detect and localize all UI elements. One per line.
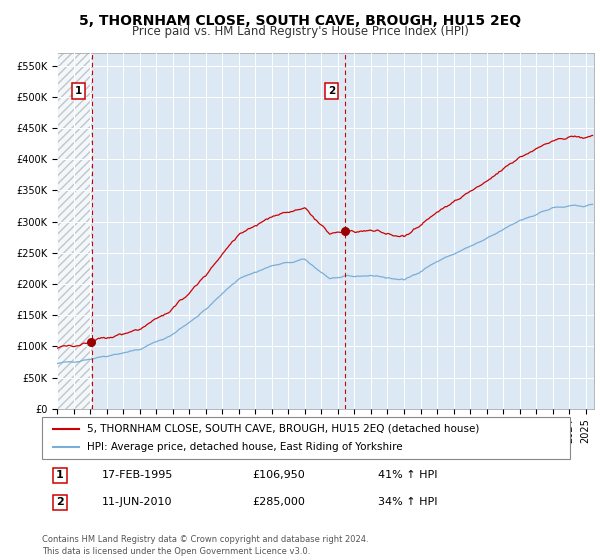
Text: 1: 1	[56, 470, 64, 480]
Text: 5, THORNHAM CLOSE, SOUTH CAVE, BROUGH, HU15 2EQ: 5, THORNHAM CLOSE, SOUTH CAVE, BROUGH, H…	[79, 14, 521, 28]
Text: HPI: Average price, detached house, East Riding of Yorkshire: HPI: Average price, detached house, East…	[87, 442, 403, 452]
Text: Price paid vs. HM Land Registry's House Price Index (HPI): Price paid vs. HM Land Registry's House …	[131, 25, 469, 38]
Text: £285,000: £285,000	[252, 497, 305, 507]
Text: 2: 2	[328, 86, 335, 96]
Text: £106,950: £106,950	[252, 470, 305, 480]
Text: 34% ↑ HPI: 34% ↑ HPI	[378, 497, 437, 507]
Text: 11-JUN-2010: 11-JUN-2010	[102, 497, 173, 507]
Text: 2: 2	[56, 497, 64, 507]
FancyBboxPatch shape	[42, 417, 570, 459]
Text: 1: 1	[75, 86, 82, 96]
Text: 5, THORNHAM CLOSE, SOUTH CAVE, BROUGH, HU15 2EQ (detached house): 5, THORNHAM CLOSE, SOUTH CAVE, BROUGH, H…	[87, 424, 479, 434]
Text: 41% ↑ HPI: 41% ↑ HPI	[378, 470, 437, 480]
Bar	[57, 53, 92, 409]
Text: 17-FEB-1995: 17-FEB-1995	[102, 470, 173, 480]
Text: Contains HM Land Registry data © Crown copyright and database right 2024.
This d: Contains HM Land Registry data © Crown c…	[42, 535, 368, 556]
